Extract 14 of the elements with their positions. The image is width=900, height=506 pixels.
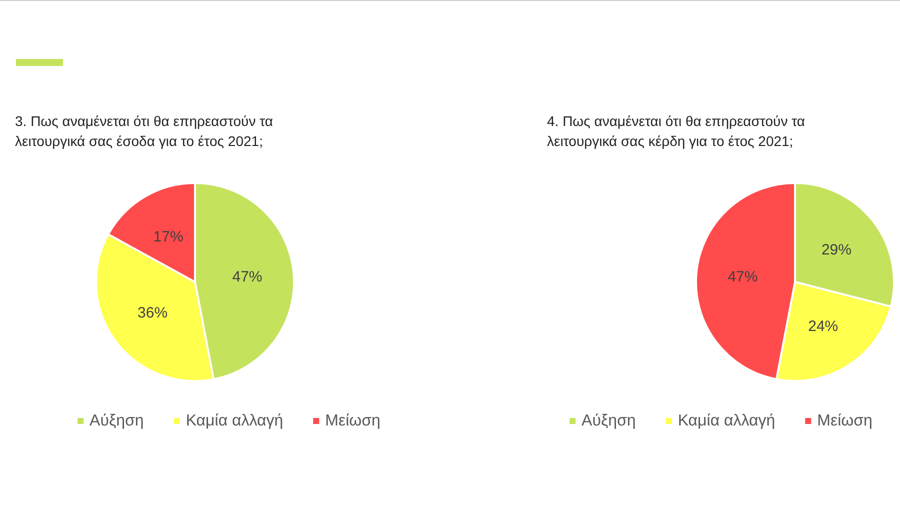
data-label: 29% bbox=[821, 241, 852, 258]
legend-label: Μείωση bbox=[817, 412, 872, 430]
legend-label: Καμία αλλαγή bbox=[678, 412, 776, 430]
legend-label: Αύξηση bbox=[90, 412, 144, 430]
legend-label: Μείωση bbox=[325, 412, 380, 430]
legend-label: Αύξηση bbox=[582, 412, 636, 430]
data-label: 24% bbox=[808, 318, 838, 335]
legend-label: Καμία αλλαγή bbox=[186, 412, 284, 430]
chart-title: 4. Πως αναμένεται ότι θα επηρεαστούν τα λειτουργικά σας κέρδη για το έτος 2021; bbox=[547, 113, 806, 149]
data-label: 47% bbox=[232, 268, 262, 286]
data-label: 47% bbox=[728, 268, 758, 286]
chart-title: 3. Πως αναμένεται ότι θα επηρεαστούν τα λειτουργικά σας έσοδα για το έτος 2021; bbox=[15, 113, 274, 149]
data-label: 17% bbox=[153, 228, 184, 246]
data-label: 36% bbox=[138, 304, 168, 322]
